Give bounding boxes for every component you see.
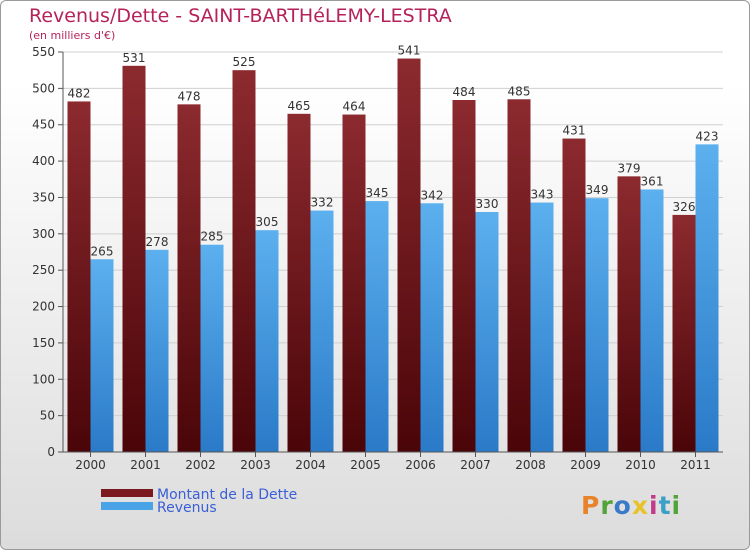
revenue-bar <box>530 202 554 452</box>
debt-bar <box>342 114 366 452</box>
data-label: 485 <box>508 84 531 98</box>
data-label: 478 <box>178 89 201 103</box>
data-label: 531 <box>123 51 146 65</box>
debt-bar <box>397 58 421 452</box>
legend-label: Revenus <box>157 500 217 516</box>
data-label: 305 <box>256 215 279 229</box>
logo-letter: o <box>613 491 632 520</box>
revenue-bar <box>90 259 114 452</box>
debt-bar <box>452 100 476 452</box>
revenue-bar <box>200 244 224 452</box>
x-tick-label: 2002 <box>185 458 216 472</box>
data-label: 326 <box>673 200 696 214</box>
logo-letter: P <box>581 491 601 520</box>
y-tick-label: 0 <box>47 445 55 459</box>
legend-label: Montant de la Dette <box>157 487 297 503</box>
x-tick-label: 2008 <box>515 458 546 472</box>
debt-bar <box>672 214 696 452</box>
debt-bar <box>507 99 531 452</box>
proxiti-logo: Proxiti <box>581 491 681 520</box>
revenue-bar <box>365 201 389 452</box>
data-label: 482 <box>68 86 91 100</box>
logo-letter: t <box>658 491 672 520</box>
x-tick-label: 2009 <box>570 458 601 472</box>
y-tick-label: 350 <box>32 190 55 204</box>
data-label: 484 <box>453 85 476 99</box>
y-tick-label: 550 <box>32 45 55 59</box>
revenue-bar <box>585 198 609 452</box>
revenue-bar <box>475 212 499 452</box>
data-label: 330 <box>476 197 499 211</box>
x-tick-label: 2006 <box>405 458 436 472</box>
data-label: 361 <box>641 174 664 188</box>
data-label: 265 <box>91 244 114 258</box>
debt-bar <box>177 104 201 452</box>
revenue-bar <box>695 144 719 452</box>
y-tick-label: 250 <box>32 263 55 277</box>
chart-title: Revenus/Dette - SAINT-BARTHéLEMY-LESTRA <box>29 5 452 27</box>
logo-letter: r <box>600 491 614 520</box>
x-tick-label: 2007 <box>460 458 491 472</box>
debt-bar <box>122 65 146 453</box>
y-tick-label: 100 <box>32 372 55 386</box>
debt-bar <box>562 138 586 452</box>
x-tick-label: 2004 <box>295 458 326 472</box>
debt-bar <box>617 176 641 452</box>
x-tick-label: 2005 <box>350 458 381 472</box>
data-label: 525 <box>233 55 256 69</box>
logo-letter: x <box>631 491 649 520</box>
x-tick-label: 2003 <box>240 458 271 472</box>
debt-bar <box>287 113 311 453</box>
data-label: 332 <box>311 196 334 210</box>
y-tick-label: 150 <box>32 336 55 350</box>
data-label: 349 <box>586 183 609 197</box>
data-label: 285 <box>201 230 224 244</box>
revenue-bar <box>310 210 334 452</box>
chart-subtitle: (en milliers d'€) <box>29 29 116 42</box>
data-label: 278 <box>146 235 169 249</box>
y-tick-label: 300 <box>32 227 55 241</box>
y-tick-label: 200 <box>32 300 55 314</box>
legend-swatch <box>101 502 153 510</box>
debt-bar <box>232 70 256 452</box>
x-tick-label: 2010 <box>625 458 656 472</box>
logo-letter: i <box>649 491 659 520</box>
data-label: 342 <box>421 188 444 202</box>
data-label: 343 <box>531 188 554 202</box>
x-tick-label: 2000 <box>75 458 106 472</box>
revenue-bar <box>420 203 444 452</box>
data-label: 541 <box>398 44 421 58</box>
data-label: 431 <box>563 124 586 138</box>
revenue-bar <box>255 230 279 452</box>
data-label: 345 <box>366 186 389 200</box>
legend-swatch <box>101 489 153 497</box>
data-label: 465 <box>288 99 311 113</box>
data-label: 423 <box>696 129 719 143</box>
y-tick-label: 400 <box>32 154 55 168</box>
y-tick-label: 50 <box>40 409 55 423</box>
revenue-bar <box>640 189 664 453</box>
x-tick-label: 2011 <box>680 458 711 472</box>
logo-letter: i <box>671 491 682 520</box>
data-label: 464 <box>343 100 366 114</box>
data-label: 379 <box>618 161 641 175</box>
y-tick-label: 500 <box>32 81 55 95</box>
y-tick-label: 450 <box>32 118 55 132</box>
x-tick-label: 2001 <box>130 458 161 472</box>
revenue-bar <box>145 249 169 452</box>
debt-bar <box>67 101 91 453</box>
